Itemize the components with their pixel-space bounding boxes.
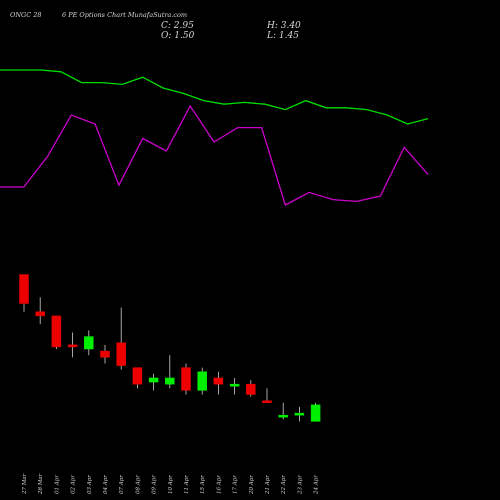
candle-15 xyxy=(246,380,256,397)
candle-body xyxy=(262,400,272,404)
open-label: O: 1.50 xyxy=(161,31,195,41)
x-tick-label: 24 Apr xyxy=(314,475,320,495)
x-tick-label: 01 Apr xyxy=(54,475,60,494)
candle-5 xyxy=(84,330,94,356)
candle-body xyxy=(197,371,207,391)
x-tick-label: 10 Apr xyxy=(168,475,174,494)
x-tick-label: 28 Mar xyxy=(38,473,44,495)
candle-8 xyxy=(132,367,143,389)
x-tick-label: 03 Apr xyxy=(87,475,93,494)
candle-10 xyxy=(165,355,175,389)
x-tick-label: 20 Apr xyxy=(249,475,255,495)
x-tick-label: 23 Apr xyxy=(297,475,303,495)
x-tick-label: 04 Apr xyxy=(103,475,109,494)
high-label: H: 3.40 xyxy=(266,21,301,31)
header-symbol: ONGC 28 xyxy=(10,11,42,19)
low-label: L: 1.45 xyxy=(266,31,299,41)
candle-body xyxy=(132,367,143,385)
candle-body xyxy=(246,383,256,395)
candle-body xyxy=(35,311,45,317)
x-tick-label: 16 Apr xyxy=(216,475,222,494)
candle-body xyxy=(100,350,110,358)
x-tick-label: 15 Apr xyxy=(200,475,206,494)
candle-body xyxy=(294,412,305,416)
candle-9 xyxy=(148,373,159,391)
overlay-line-2 xyxy=(0,104,429,206)
candle-12 xyxy=(197,367,207,395)
candle-body xyxy=(51,315,62,348)
header-title: 6 PE Options Chart MunafaSutra.com xyxy=(62,11,187,19)
candle-body xyxy=(310,404,321,422)
x-tick-label: 21 Apr xyxy=(265,475,271,495)
candles xyxy=(19,274,321,422)
candle-2 xyxy=(35,297,45,325)
candle-17 xyxy=(278,402,288,420)
candle-body xyxy=(148,377,159,383)
candle-1 xyxy=(19,274,29,312)
x-tick-label: 02 Apr xyxy=(71,475,77,494)
candle-body xyxy=(278,414,288,418)
candle-body xyxy=(229,383,240,387)
candle-3 xyxy=(51,315,62,349)
x-tick-label: 08 Apr xyxy=(135,475,141,494)
candle-19 xyxy=(310,402,321,422)
candle-4 xyxy=(67,332,78,358)
candle-body xyxy=(67,344,78,348)
candle-body xyxy=(181,367,191,391)
x-tick-label: 11 Apr xyxy=(184,475,190,494)
candle-16 xyxy=(262,388,272,404)
candle-14 xyxy=(229,377,240,395)
candle-body xyxy=(116,342,126,366)
candle-body xyxy=(165,377,175,385)
candle-body xyxy=(213,377,224,385)
x-axis-ticks: 27 Mar 28 Mar 01 Apr 02 Apr 03 Apr 04 Apr 07 A… xyxy=(22,473,320,495)
overlay-line-1 xyxy=(0,69,429,125)
candle-11 xyxy=(181,363,191,395)
x-tick-label: 07 Apr xyxy=(119,475,125,494)
candle-6 xyxy=(100,344,110,364)
overlay-lines xyxy=(0,69,429,206)
candle-body xyxy=(84,336,94,350)
candle-13 xyxy=(213,371,224,395)
candle-7 xyxy=(116,307,126,370)
x-tick-label: 17 Apr xyxy=(233,475,239,494)
close-label: C: 2.95 xyxy=(161,21,194,31)
candle-body xyxy=(19,274,29,304)
x-tick-label: 22 Apr xyxy=(281,475,287,495)
x-tick-label: 27 Mar xyxy=(22,473,28,495)
candle-18 xyxy=(294,406,305,422)
x-tick-label: 09 Apr xyxy=(152,475,158,494)
